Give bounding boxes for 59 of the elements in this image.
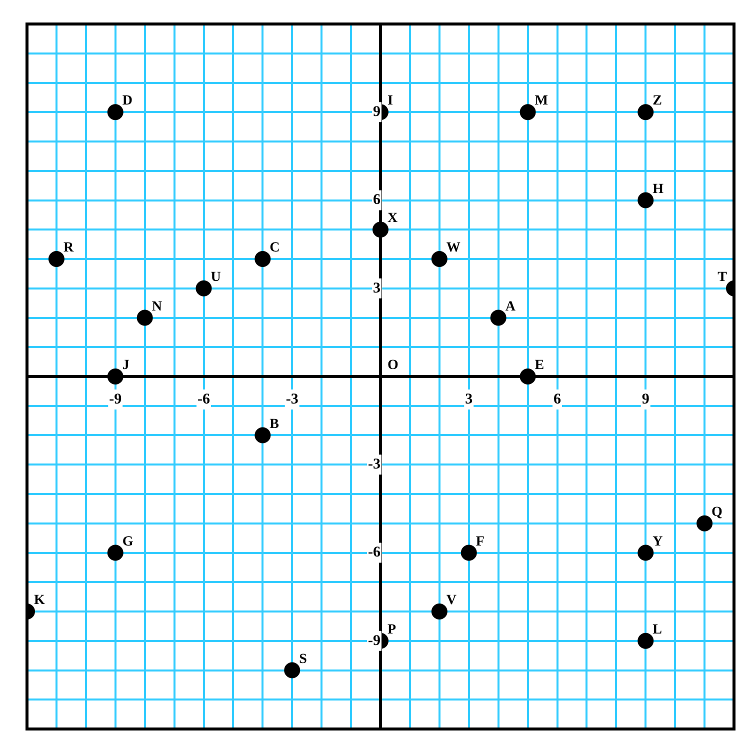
data-label: D (122, 94, 132, 109)
point (638, 632, 654, 649)
data-label: Z (652, 94, 662, 109)
point (638, 192, 654, 208)
data-label: V (446, 593, 457, 608)
point (107, 368, 124, 384)
y-tick-label: 9 (373, 104, 380, 120)
y-tick-label: -9 (368, 632, 380, 649)
point (520, 104, 536, 120)
data-label: S (299, 652, 308, 667)
data-label: X (388, 211, 398, 226)
point (254, 251, 271, 267)
point (284, 662, 300, 678)
data-label: Q (712, 504, 723, 520)
data-label: G (122, 534, 134, 550)
data-label: N (152, 299, 162, 314)
point (107, 104, 124, 120)
point (696, 515, 713, 532)
x-tick-label: -3 (286, 391, 298, 408)
point (520, 368, 536, 384)
point (431, 251, 448, 267)
point (254, 427, 271, 444)
x-tick-label: 6 (554, 391, 562, 408)
data-label: B (270, 416, 280, 432)
y-tick-label: 3 (373, 280, 380, 296)
annotation: O (388, 358, 398, 374)
data-label: Y (652, 534, 663, 550)
data-label: H (652, 182, 664, 197)
point (48, 251, 64, 267)
x-tick-label: -6 (198, 391, 210, 408)
x-tick-label: 3 (465, 391, 473, 408)
point (638, 104, 654, 120)
point (460, 544, 477, 561)
x-tick-label: -9 (109, 391, 122, 408)
data-label: L (652, 622, 662, 638)
data-label: P (388, 622, 396, 638)
data-label: M (534, 94, 548, 109)
data-label: F (476, 534, 484, 550)
data-label: C (270, 240, 280, 256)
point (196, 280, 212, 296)
x-tick-label: 9 (642, 391, 650, 408)
data-label: E (534, 358, 544, 374)
point (136, 310, 153, 326)
data-label: J (122, 358, 130, 374)
data-label: W (446, 240, 460, 256)
data-label: R (63, 240, 74, 256)
data-label: I (388, 94, 393, 109)
y-tick-label: -3 (368, 456, 380, 472)
y-tick-label: 6 (373, 192, 381, 208)
data-label: A (505, 299, 516, 314)
data-label: K (34, 593, 45, 608)
data-label: T (718, 270, 728, 285)
point (107, 544, 124, 561)
point (638, 544, 654, 561)
point (490, 310, 506, 326)
data-label: U (210, 270, 221, 285)
point (372, 222, 388, 238)
y-tick-label: -6 (368, 544, 381, 561)
point (431, 604, 448, 620)
